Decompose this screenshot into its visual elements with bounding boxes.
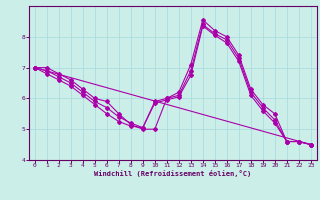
X-axis label: Windchill (Refroidissement éolien,°C): Windchill (Refroidissement éolien,°C) <box>94 170 252 177</box>
